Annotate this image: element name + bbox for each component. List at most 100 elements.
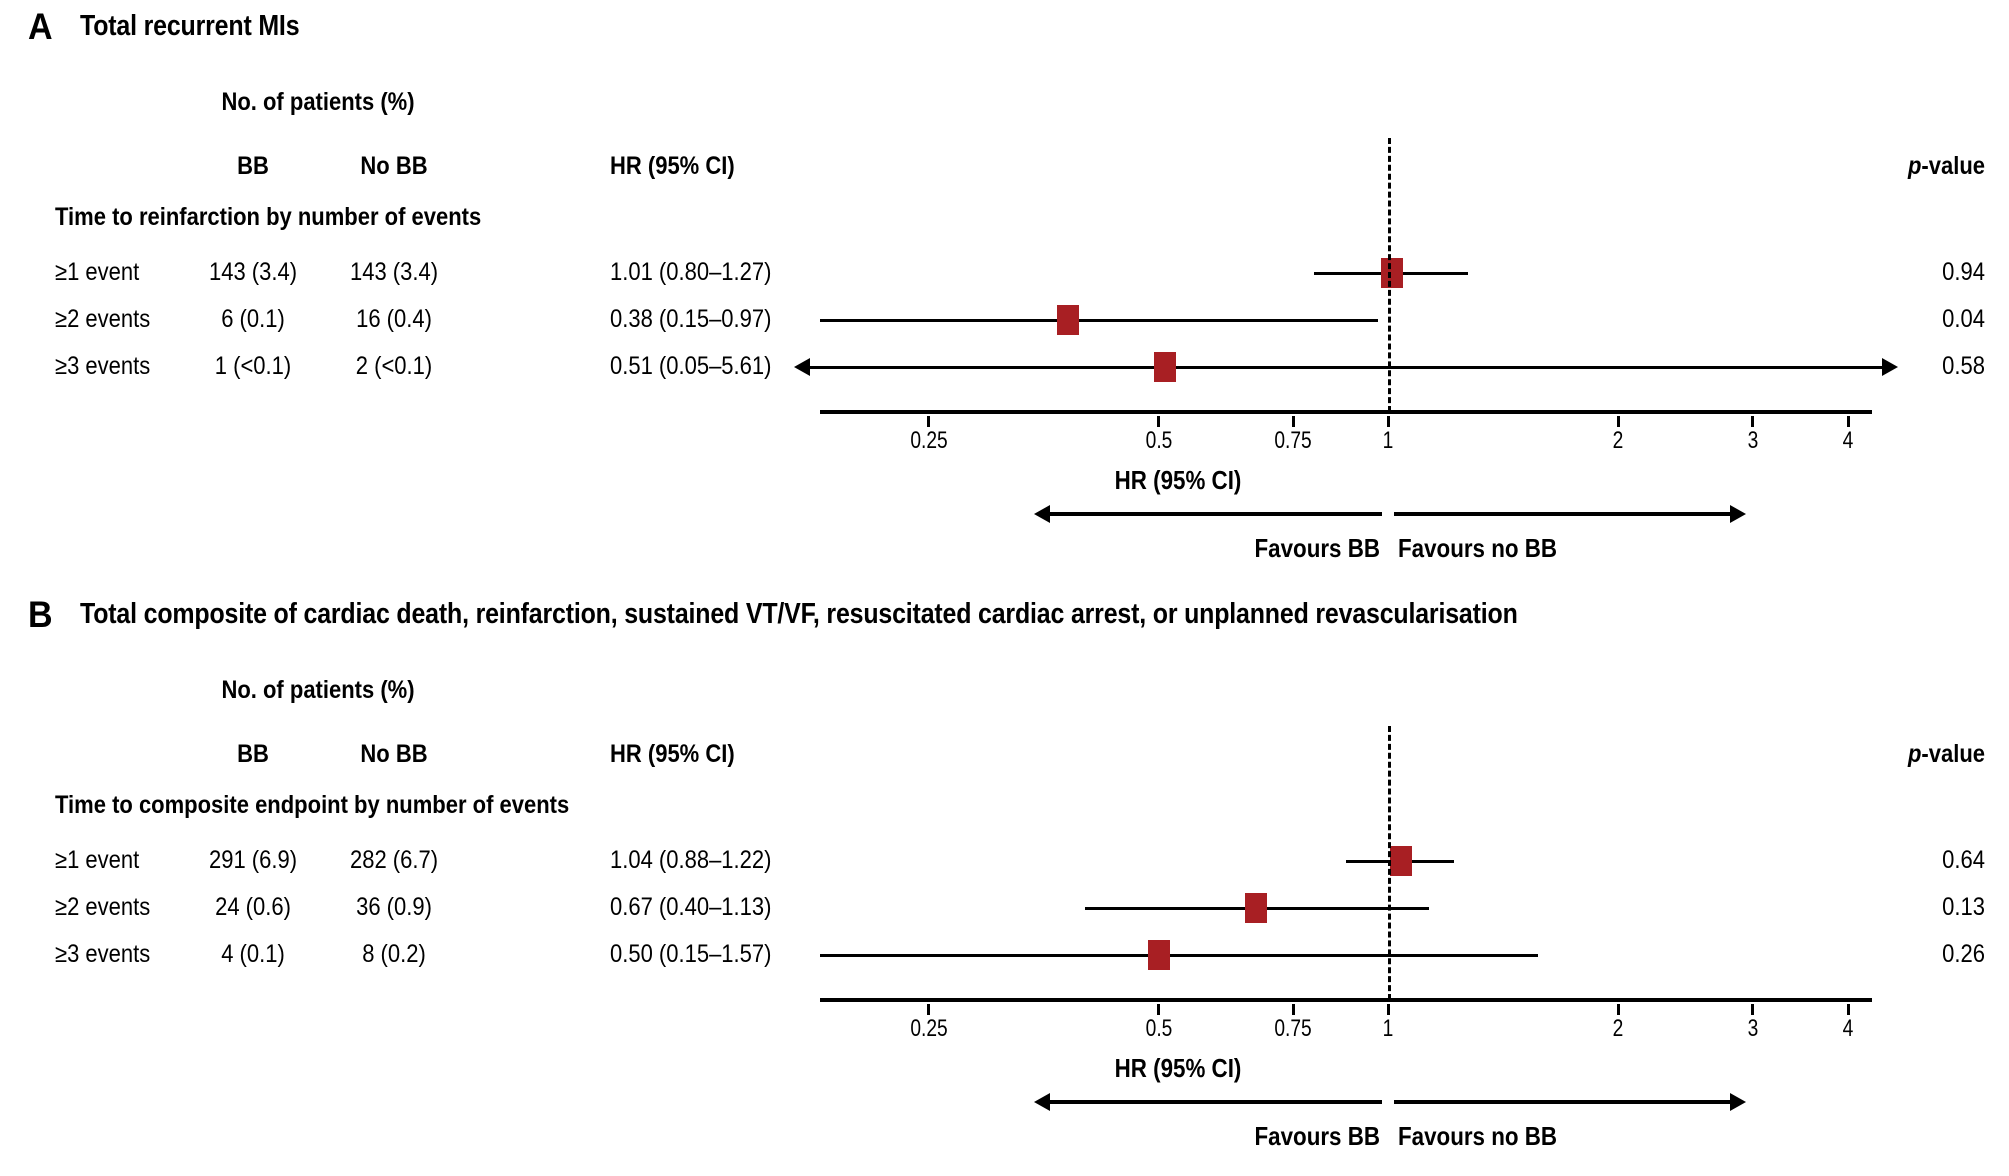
x-axis-tick-label: 0.25 (910, 1015, 948, 1042)
favours-no-bb-bar (1394, 512, 1730, 516)
x-axis-tick-label: 0.5 (1145, 427, 1173, 454)
favours-no-bb-arrow-icon (1729, 505, 1746, 523)
favours-no-bb-label: Favours no BB (1398, 533, 1558, 563)
hr-point-marker (1244, 893, 1267, 923)
cell-hr-ci: 0.67 (0.40–1.13) (610, 893, 772, 921)
x-axis-tick-label: 0.75 (1274, 427, 1312, 454)
x-axis-tick-label: 0.75 (1274, 1015, 1312, 1042)
hr-point-marker (1390, 846, 1413, 876)
cell-hr-ci: 0.38 (0.15–0.97) (610, 305, 772, 333)
x-axis-tick (1616, 1004, 1620, 1015)
panel-a: A Total recurrent MIs No. of patients (%) B… (28, 6, 1985, 563)
cell-hr-ci: 1.01 (0.80–1.27) (610, 258, 772, 286)
x-axis-tick-label: 1 (1383, 1015, 1394, 1042)
favours-bb-bar (1049, 1100, 1383, 1104)
favours-bb-bar (1049, 512, 1383, 516)
header-p-value: p-value (1907, 740, 1985, 768)
header-hr-ci: HR (95% CI) (610, 740, 735, 768)
x-axis-tick-label: 0.5 (1145, 1015, 1173, 1042)
x-axis-tick (1157, 1004, 1161, 1015)
x-axis-line (820, 998, 1872, 1002)
cell-hr-ci: 1.04 (0.88–1.22) (610, 846, 772, 874)
ci-line (820, 319, 1379, 322)
header-hr-ci: HR (95% CI) (610, 152, 735, 180)
x-axis-tick-label: 2 (1612, 1015, 1624, 1042)
x-axis-tick (1157, 416, 1161, 427)
x-axis-tick (1751, 1004, 1755, 1015)
header-bb: BB (237, 152, 269, 180)
cell-p-value: 0.13 (1942, 893, 1985, 921)
cell-p-value: 0.94 (1942, 258, 1985, 286)
favours-no-bb-label: Favours no BB (1398, 1121, 1558, 1151)
row-label: ≥1 event (55, 258, 140, 286)
x-axis-tick (1616, 416, 1620, 427)
x-axis-tick (927, 1004, 931, 1015)
cell-no-bb: 36 (0.9) (356, 893, 432, 921)
favours-bb-label: Favours BB (1254, 1121, 1381, 1151)
cell-bb: 24 (0.6) (215, 893, 291, 921)
cell-p-value: 0.58 (1942, 352, 1985, 380)
cell-p-value: 0.04 (1942, 305, 1985, 333)
row-label: ≥2 events (55, 305, 151, 333)
x-axis-tick (1846, 416, 1850, 427)
favours-bb-label: Favours BB (1254, 533, 1381, 563)
row-label: ≥1 event (55, 846, 140, 874)
group-row-label: Time to reinfarction by number of events (55, 203, 482, 231)
cell-no-bb: 8 (0.2) (362, 940, 426, 968)
cell-bb: 1 (<0.1) (214, 352, 292, 380)
row-label: ≥3 events (55, 352, 151, 380)
panel-title: Total composite of cardiac death, reinfa… (80, 598, 1518, 630)
cell-no-bb: 282 (6.7) (349, 846, 439, 874)
panel-b: B Total composite of cardiac death, reinf… (0, 588, 2009, 1176)
group-row-label: Time to composite endpoint by number of … (55, 791, 570, 819)
panel-letter: A (28, 6, 53, 47)
reference-line-hr-1 (1388, 138, 1392, 412)
ci-left-arrow-icon (794, 358, 810, 376)
p-value-suffix: -value (1921, 740, 1985, 768)
x-axis-tick (1386, 1004, 1390, 1015)
reference-line-hr-1 (1388, 726, 1392, 1000)
x-axis-tick-label: 3 (1747, 427, 1758, 454)
x-axis-tick-label: 0.25 (910, 427, 948, 454)
row-label: ≥2 events (55, 893, 151, 921)
x-axis-line (820, 410, 1872, 414)
cell-p-value: 0.64 (1942, 846, 1985, 874)
x-axis-tick (1846, 1004, 1850, 1015)
cell-no-bb: 2 (<0.1) (355, 352, 433, 380)
x-axis-tick-label: 4 (1842, 427, 1854, 454)
x-axis-tick (1291, 416, 1295, 427)
ci-right-arrow-icon (1882, 358, 1898, 376)
cell-no-bb: 143 (3.4) (349, 258, 439, 286)
panel-letter: B (28, 594, 53, 635)
header-no-of-patients: No. of patients (%) (221, 676, 415, 704)
x-axis-caption: HR (95% CI) (1114, 465, 1242, 495)
x-axis-tick (1751, 416, 1755, 427)
favours-bb-arrow-icon (1033, 1093, 1050, 1111)
x-axis-tick (927, 416, 931, 427)
cell-bb: 291 (6.9) (208, 846, 298, 874)
hr-point-marker (1147, 940, 1170, 970)
cell-p-value: 0.26 (1942, 940, 1985, 968)
cell-bb: 4 (0.1) (221, 940, 285, 968)
header-bb: BB (237, 740, 269, 768)
x-axis-caption: HR (95% CI) (1114, 1053, 1242, 1083)
header-no-bb: No BB (360, 152, 428, 180)
x-axis-tick-label: 3 (1747, 1015, 1758, 1042)
x-axis-tick-label: 1 (1383, 427, 1394, 454)
x-axis-tick-label: 2 (1612, 427, 1624, 454)
cell-bb: 6 (0.1) (221, 305, 285, 333)
cell-bb: 143 (3.4) (208, 258, 298, 286)
hr-point-marker (1380, 258, 1403, 288)
x-axis-tick (1386, 416, 1390, 427)
favours-bb-arrow-icon (1033, 505, 1050, 523)
cell-hr-ci: 0.51 (0.05–5.61) (610, 352, 772, 380)
header-no-bb: No BB (360, 740, 428, 768)
hr-point-marker (1154, 352, 1177, 382)
cell-hr-ci: 0.50 (0.15–1.57) (610, 940, 772, 968)
ci-line (810, 366, 1882, 369)
header-p-value: p-value (1907, 152, 1985, 180)
hr-point-marker (1056, 305, 1079, 335)
header-no-of-patients: No. of patients (%) (221, 88, 415, 116)
favours-no-bb-bar (1394, 1100, 1730, 1104)
ci-line (820, 954, 1538, 957)
